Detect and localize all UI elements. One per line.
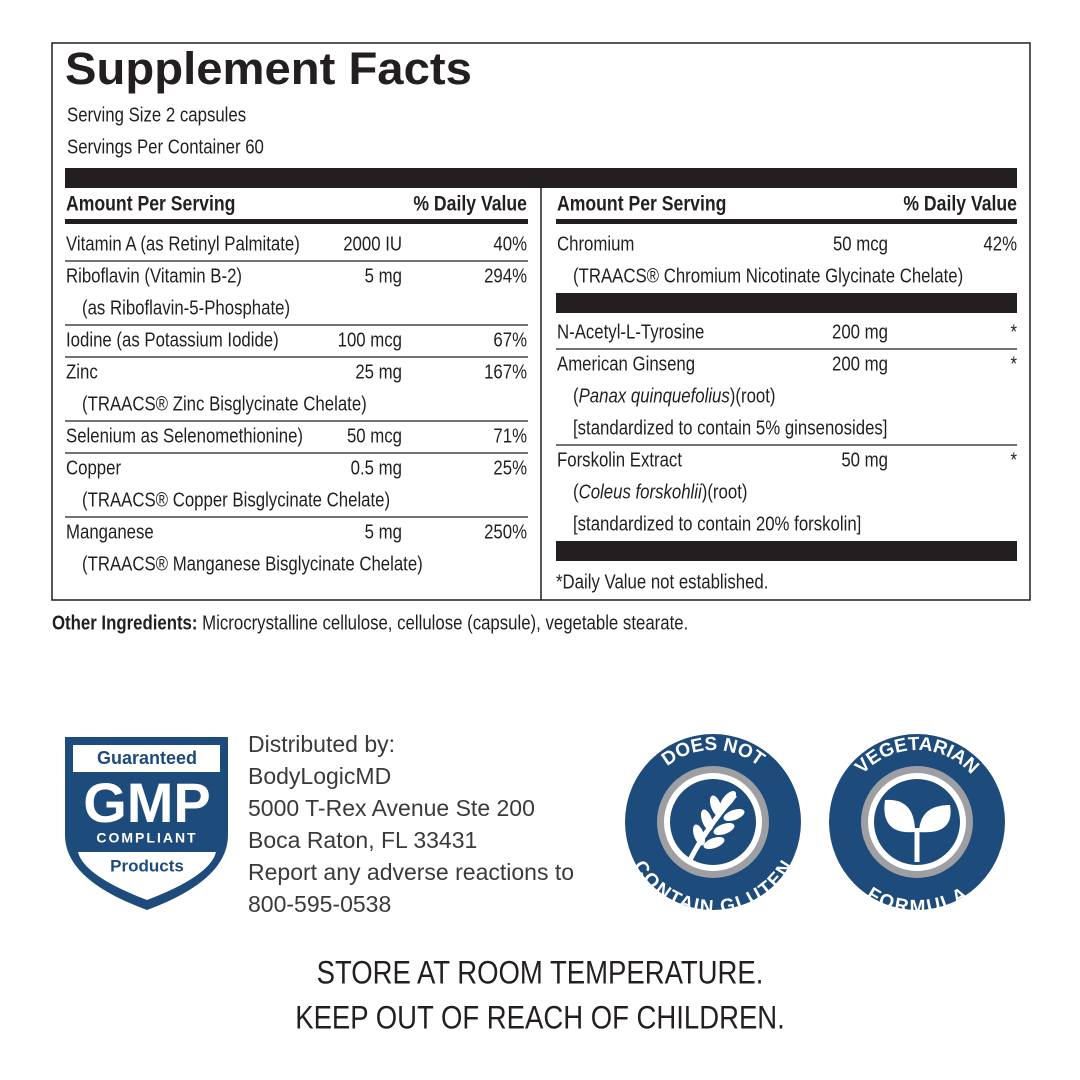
gmp-middle: COMPLIANT [96,830,197,846]
section-bar [556,541,1017,561]
nutrient-name: Forskolin Extract [557,448,682,471]
nutrient-amount: 200 mg [832,352,888,375]
nutrient-name: Riboflavin (Vitamin B-2) [66,264,242,287]
top-bar [65,168,1017,188]
other-ingredients-label: Other Ingredients: [52,611,197,634]
nutrient-name: Selenium as Selenomethionine) [66,424,303,447]
nutrient-note: (TRAACS® Zinc Bisglycinate Chelate) [82,392,367,415]
nutrient-amount: 5 mg [365,264,402,287]
serving-size: Serving Size 2 capsules [67,103,246,126]
nutrient-dv: 42% [983,232,1017,255]
nutrient-dv: 25% [493,456,527,479]
nutrient-note: (Panax quinquefolius)(root) [573,384,775,407]
nutrient-name: Iodine (as Potassium Iodide) [66,328,279,351]
gmp-top: Guaranteed [97,748,197,768]
note-part: ( [573,384,579,407]
gmp-main: GMP [83,771,211,834]
nutrient-dv: 40% [493,232,527,255]
vegetarian-badge: VEGETARIAN FORMULA [829,734,1005,918]
nutrient-dv: * [1010,352,1017,375]
note-part: )(root) [702,480,748,503]
nutrient-note: (TRAACS® Copper Bisglycinate Chelate) [82,488,390,511]
header-dv: % Daily Value [903,192,1017,216]
nutrient-amount: 25 mg [355,360,402,383]
other-ingredients-text: Microcrystalline cellulose, cellulose (c… [202,611,688,634]
nutrient-note: (as Riboflavin-5-Phosphate) [82,296,290,319]
nutrient-name: Chromium [557,232,634,255]
servings-per-container: Servings Per Container 60 [67,135,264,158]
note-part: ( [573,480,579,503]
note-part: )(root) [730,384,776,407]
nutrient-amount: 50 mg [841,448,888,471]
nutrient-name: N-Acetyl-L-Tyrosine [557,320,704,343]
facts-title: Supplement Facts [65,43,472,94]
header-amount: Amount Per Serving [557,192,726,216]
header-rule [556,219,1017,224]
nutrient-note: (TRAACS® Chromium Nicotinate Glycinate C… [573,264,963,287]
nutrient-name: American Ginseng [557,352,695,375]
header-dv: % Daily Value [413,192,527,216]
nutrient-note: (TRAACS® Manganese Bisglycinate Chelate) [82,552,423,575]
header-rule [65,219,528,224]
nutrient-note: [standardized to contain 5% ginsenosides… [573,416,887,439]
nutrient-dv: 250% [484,520,527,543]
note-part: Panax quinquefolius [579,384,730,407]
nutrient-amount: 200 mg [832,320,888,343]
other-ingredients: Other Ingredients: Microcrystalline cell… [52,611,688,634]
nutrient-dv: 294% [484,264,527,287]
distributor-line: Distributed by: [248,731,395,757]
section-bar [556,293,1017,313]
distributor-line: 5000 T-Rex Avenue Ste 200 [248,795,535,821]
nutrient-name: Vitamin A (as Retinyl Palmitate) [66,232,300,255]
nutrient-amount: 0.5 mg [351,456,402,479]
nutrient-dv: 67% [493,328,527,351]
warning-line: KEEP OUT OF REACH OF CHILDREN. [295,1001,785,1036]
nutrient-amount: 5 mg [365,520,402,543]
distributor-line: 800-595-0538 [248,891,391,917]
nutrient-dv: 71% [493,424,527,447]
gluten-badge: DOES NOT CONTAIN GLUTEN [625,734,801,918]
warning-line: STORE AT ROOM TEMPERATURE. [317,956,764,991]
distributor-line: Boca Raton, FL 33431 [248,827,477,853]
nutrient-dv: * [1010,448,1017,471]
nutrient-amount: 100 mcg [338,328,402,351]
nutrient-note: (Coleus forskohlii)(root) [573,480,747,503]
nutrient-amount: 50 mcg [347,424,402,447]
nutrient-amount: 50 mcg [833,232,888,255]
footnote: *Daily Value not established. [556,570,768,593]
nutrient-name: Zinc [66,360,98,383]
distributor-line: BodyLogicMD [248,763,391,789]
note-part: Coleus forskohlii [579,480,703,503]
nutrient-amount: 2000 IU [343,232,402,255]
nutrient-dv: * [1010,320,1017,343]
nutrient-name: Copper [66,456,121,479]
nutrient-dv: 167% [484,360,527,383]
nutrient-note: [standardized to contain 20% forskolin] [573,512,861,535]
distributor-line: Report any adverse reactions to [248,859,574,885]
header-amount: Amount Per Serving [66,192,235,216]
gmp-bottom: Products [110,856,184,875]
nutrient-name: Manganese [66,520,154,543]
gmp-badge: Guaranteed GMP COMPLIANT Products [65,737,228,910]
